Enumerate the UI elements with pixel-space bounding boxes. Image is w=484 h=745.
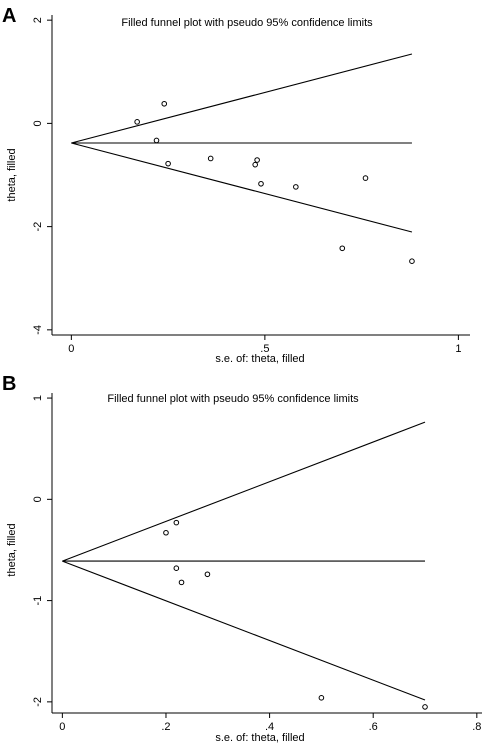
panel-b-letter: B — [2, 373, 16, 395]
panel-b-x-tick-label: .4 — [265, 721, 274, 733]
panel-b-y-tick-label: -2 — [32, 697, 44, 707]
panel-a-x-tick-label: 0 — [68, 343, 74, 355]
panel-b-x-tick-label: .6 — [369, 721, 378, 733]
panel-a-title: Filled funnel plot with pseudo 95% confi… — [121, 17, 373, 29]
panel-a-y-tick-label: 2 — [32, 17, 44, 23]
panel-a-study-point — [293, 184, 299, 190]
panel-b-y-tick-label: -1 — [32, 596, 44, 606]
panel-a-x-axis-label: s.e. of: theta, filled — [215, 353, 304, 365]
panel-b-x-tick-label: .8 — [472, 721, 481, 733]
panel-a-funnel-lines — [71, 53, 413, 233]
panel-b-study-point — [422, 704, 428, 710]
panel-b-y-tick-label: 0 — [32, 496, 44, 502]
panel-b-lower-ci-line — [62, 560, 426, 701]
panel-a-study-point — [207, 155, 214, 162]
panel-a-axes: 2 0 -2 -4 0 .5 1 — [32, 15, 470, 355]
panel-a-study-point — [362, 175, 369, 181]
panel-b-study-point — [204, 571, 211, 578]
panel-a-x-tick-label: .5 — [260, 343, 269, 355]
panel-a-upper-ci-line — [71, 53, 413, 144]
panel-b-upper-ci-line — [62, 421, 426, 562]
panel-b-y-tick-label: 1 — [32, 395, 44, 401]
panel-a-study-point — [134, 119, 140, 125]
panel-b: B Filled funnel plot with pseudo 95% con… — [2, 373, 482, 744]
panel-b-data-points — [163, 519, 428, 710]
panel-a-study-point — [165, 160, 171, 167]
panel-a-study-point — [254, 157, 260, 163]
panel-a-study-point — [409, 258, 415, 264]
panel-a-data-points — [134, 100, 415, 264]
panel-a-study-point — [153, 137, 160, 144]
panel-b-y-axis-label: theta, filled — [6, 523, 18, 576]
panel-a-study-point — [161, 100, 168, 107]
panel-a-y-tick-label: -2 — [32, 222, 44, 232]
panel-a-study-point — [252, 161, 258, 168]
panel-a-x-tick-label: 1 — [455, 343, 461, 355]
panel-b-title: Filled funnel plot with pseudo 95% confi… — [107, 393, 359, 405]
panel-a-y-axis-label: theta, filled — [6, 148, 18, 201]
panel-b-x-tick-label: 0 — [59, 721, 65, 733]
panel-b-study-point — [178, 579, 185, 586]
panel-b-study-point — [318, 695, 325, 701]
panel-b-study-point — [173, 565, 180, 571]
panel-a-letter: A — [2, 5, 16, 27]
panel-a: A Filled funnel plot with pseudo 95% con… — [2, 5, 470, 365]
panel-b-study-point — [163, 529, 169, 536]
panel-a-study-point — [339, 245, 346, 252]
panel-a-study-point — [258, 180, 264, 187]
panel-b-study-point — [173, 519, 180, 526]
panel-b-axes: 1 0 -1 -2 0 .2 .4 .6 .8 — [32, 393, 482, 733]
panel-b-funnel-lines — [62, 421, 426, 701]
panel-a-y-tick-label: -4 — [32, 325, 44, 335]
panel-a-lower-ci-line — [71, 142, 413, 233]
panel-a-y-tick-label: 0 — [32, 120, 44, 126]
panel-b-x-tick-label: .2 — [161, 721, 170, 733]
panel-b-x-axis-label: s.e. of: theta, filled — [215, 732, 304, 744]
